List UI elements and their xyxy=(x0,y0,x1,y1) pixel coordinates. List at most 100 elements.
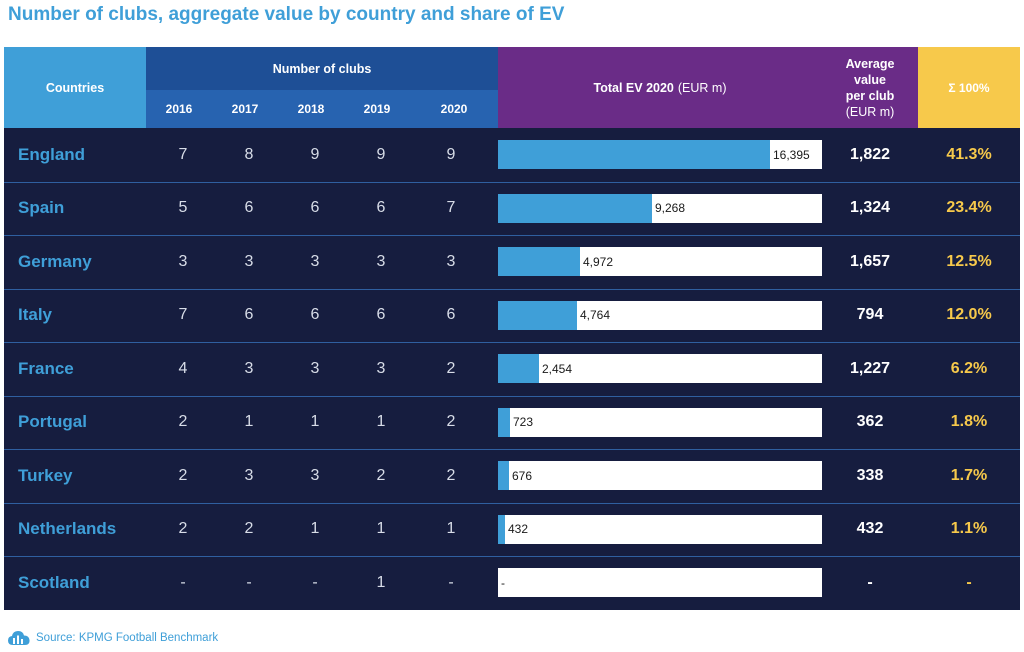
average-value: 1,657 xyxy=(849,252,891,270)
country-name: Portugal xyxy=(18,412,87,432)
header-avg-unit: (EUR m) xyxy=(845,104,895,119)
ev-bar xyxy=(498,354,539,383)
header-year: 2017 xyxy=(212,90,278,128)
row-divider xyxy=(4,556,1020,557)
club-count: 3 xyxy=(376,252,386,270)
club-count: 3 xyxy=(446,252,456,270)
source-text: Source: KPMG Football Benchmark xyxy=(36,632,219,644)
club-count: - xyxy=(312,573,318,591)
header-average-value: Average value per club (EUR m) xyxy=(822,47,918,128)
club-count: 8 xyxy=(244,145,254,163)
club-count: 3 xyxy=(376,359,386,377)
row-divider xyxy=(4,235,1020,236)
ev-bar-track: 2,454 xyxy=(498,354,822,383)
header-total-ev: Total EV 2020 (EUR m) xyxy=(498,47,822,128)
chart-title: Number of clubs, aggregate value by coun… xyxy=(8,4,565,25)
row-divider xyxy=(4,502,1020,504)
row-divider xyxy=(4,342,1020,343)
club-count: 3 xyxy=(244,359,254,377)
club-count: 1 xyxy=(310,520,320,538)
table-row: Portugal 2 1 1 1 2 723 362 1.8% xyxy=(4,396,1020,450)
ev-value-label: 432 xyxy=(508,522,529,536)
share-value: 1.1% xyxy=(950,520,988,538)
ev-bar-track: 723 xyxy=(498,407,822,437)
club-count: 5 xyxy=(178,199,188,217)
average-value: 1,324 xyxy=(849,199,891,217)
club-count: 6 xyxy=(376,199,386,217)
club-count: 2 xyxy=(376,466,386,484)
header-year: 2016 xyxy=(146,90,212,128)
club-count: 7 xyxy=(446,199,456,217)
club-count: 3 xyxy=(244,252,254,270)
club-count: 1 xyxy=(376,413,386,431)
share-value: 23.4% xyxy=(946,199,992,217)
share-value: 12.5% xyxy=(946,252,992,270)
ev-bar-track: 4,764 xyxy=(498,300,822,330)
row-divider xyxy=(4,395,1020,397)
club-count: 2 xyxy=(446,359,456,377)
club-count: 3 xyxy=(310,466,320,484)
ev-value-label: 676 xyxy=(512,468,533,483)
ev-bar xyxy=(498,247,580,276)
average-value: 1,822 xyxy=(849,145,891,163)
ev-value-label: 16,395 xyxy=(773,147,810,162)
header-year: 2018 xyxy=(278,90,344,128)
ev-bar xyxy=(498,461,509,490)
club-count: 6 xyxy=(244,306,254,324)
table-row: Germany 3 3 3 3 3 4,972 1,657 12.5% xyxy=(4,235,1020,289)
club-count: - xyxy=(448,573,454,591)
row-divider xyxy=(4,181,1020,183)
club-count: - xyxy=(246,573,252,591)
share-value: 6.2% xyxy=(950,359,988,377)
average-value: 1,227 xyxy=(849,359,891,377)
header-avg-line1: Average xyxy=(845,56,895,71)
country-name: Turkey xyxy=(18,465,73,485)
row-divider xyxy=(4,288,1020,290)
country-name: Spain xyxy=(18,198,65,218)
club-count: 2 xyxy=(244,520,254,538)
share-value: - xyxy=(966,573,972,591)
club-count: 6 xyxy=(376,306,386,324)
club-count: 1 xyxy=(376,520,386,538)
ev-bar-track: 16,395 xyxy=(498,140,822,169)
ev-value-label: - xyxy=(501,575,505,590)
country-name: England xyxy=(18,144,86,164)
header-ev-unit: (EUR m) xyxy=(677,80,727,95)
table-row: France 4 3 3 3 2 2,454 1,227 6.2% xyxy=(4,342,1020,396)
club-count: 1 xyxy=(376,573,386,591)
club-count: 6 xyxy=(446,306,456,324)
club-count: 3 xyxy=(244,466,254,484)
country-name: France xyxy=(18,358,74,378)
average-value: 362 xyxy=(856,413,884,431)
share-value: 1.8% xyxy=(950,413,988,431)
country-name: Netherlands xyxy=(18,519,117,539)
average-value: 338 xyxy=(856,466,884,484)
ev-bar-track: 676 xyxy=(498,461,822,490)
header-year: 2020 xyxy=(410,90,498,128)
club-count: 2 xyxy=(178,520,188,538)
header-ev-label: Total EV 2020 xyxy=(593,80,674,95)
average-value: 432 xyxy=(856,520,884,538)
club-count: 2 xyxy=(446,413,456,431)
ev-bar xyxy=(498,300,577,330)
club-count: 6 xyxy=(310,199,320,217)
ev-bar xyxy=(498,407,510,437)
club-count: 4 xyxy=(178,359,188,377)
ev-value-label: 4,764 xyxy=(580,308,611,322)
country-name: Germany xyxy=(18,251,92,271)
country-name: Scotland xyxy=(18,572,90,592)
ev-value-label: 9,268 xyxy=(655,201,686,215)
cloud-icon xyxy=(8,631,30,645)
club-count: 1 xyxy=(446,520,456,538)
header-share: Σ 100% xyxy=(918,47,1020,128)
table-row: Scotland - - - 1 - - - - xyxy=(4,556,1020,610)
club-count: 3 xyxy=(310,359,320,377)
header-countries: Countries xyxy=(4,47,146,128)
header-year: 2019 xyxy=(344,90,410,128)
table-row: Spain 5 6 6 6 7 9,268 1,324 23.4% xyxy=(4,182,1020,236)
club-count: 2 xyxy=(178,413,188,431)
ev-bar-track: 9,268 xyxy=(498,193,822,223)
ev-bar xyxy=(498,140,770,169)
table-row: Netherlands 2 2 1 1 1 432 432 1.1% xyxy=(4,503,1020,557)
club-count: 3 xyxy=(310,252,320,270)
